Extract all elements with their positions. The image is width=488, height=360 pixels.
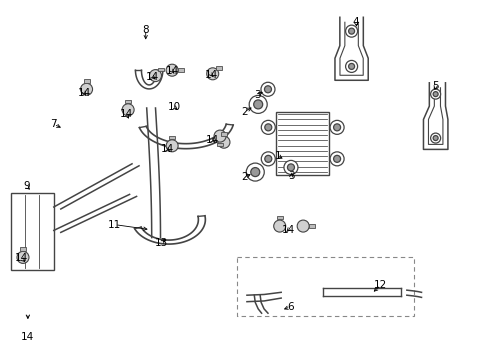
Circle shape (166, 64, 178, 76)
Text: 3: 3 (253, 90, 260, 100)
Circle shape (246, 163, 264, 181)
Circle shape (273, 220, 285, 232)
Text: 1: 1 (274, 150, 281, 161)
Circle shape (287, 164, 294, 171)
Text: 14: 14 (119, 109, 133, 119)
Text: 14: 14 (165, 66, 179, 76)
Circle shape (218, 136, 229, 148)
Circle shape (81, 83, 92, 95)
Circle shape (261, 152, 275, 166)
Bar (276, 112, 328, 175)
Circle shape (348, 28, 354, 34)
Text: 2: 2 (241, 172, 247, 183)
Text: 13: 13 (154, 238, 168, 248)
Bar (158, 68, 164, 72)
Circle shape (297, 220, 308, 232)
Bar (221, 132, 226, 136)
Circle shape (166, 140, 178, 152)
Bar (237, 257, 413, 316)
Bar (308, 224, 314, 228)
Text: 14: 14 (205, 135, 219, 145)
Circle shape (250, 167, 259, 176)
Circle shape (333, 124, 340, 131)
Circle shape (261, 82, 274, 96)
Bar (125, 100, 131, 103)
Circle shape (329, 152, 344, 166)
Text: 14: 14 (21, 332, 35, 342)
Circle shape (214, 130, 225, 142)
Circle shape (122, 104, 134, 116)
Circle shape (149, 69, 161, 82)
Text: 12: 12 (373, 280, 386, 290)
Text: 3: 3 (287, 171, 294, 181)
Text: 2: 2 (241, 107, 247, 117)
Circle shape (17, 251, 29, 264)
Text: 6: 6 (286, 302, 293, 312)
Bar (177, 68, 183, 72)
Circle shape (345, 60, 357, 72)
Circle shape (284, 161, 297, 174)
Bar (217, 143, 223, 146)
Text: 11: 11 (108, 220, 122, 230)
Circle shape (261, 120, 275, 134)
Circle shape (345, 25, 357, 37)
Text: 14: 14 (15, 253, 28, 264)
Text: 7: 7 (50, 119, 57, 129)
Bar (20, 247, 26, 251)
Text: 10: 10 (167, 102, 180, 112)
Text: 14: 14 (160, 144, 174, 154)
Circle shape (249, 95, 266, 113)
Circle shape (253, 100, 262, 109)
Circle shape (432, 92, 437, 96)
Circle shape (333, 156, 340, 162)
Text: 14: 14 (77, 87, 91, 98)
Bar (276, 216, 282, 220)
Text: 14: 14 (281, 225, 295, 235)
Text: 14: 14 (145, 72, 159, 82)
Text: 4: 4 (352, 17, 359, 27)
Circle shape (264, 86, 271, 93)
Bar (11, 193, 54, 270)
Text: 8: 8 (142, 24, 149, 35)
Circle shape (264, 156, 271, 162)
Text: 14: 14 (204, 69, 218, 80)
Bar (83, 79, 89, 83)
Circle shape (432, 136, 437, 140)
Circle shape (329, 120, 344, 134)
Circle shape (264, 124, 271, 131)
Circle shape (430, 89, 440, 99)
Bar (215, 66, 221, 70)
Text: 5: 5 (431, 81, 438, 91)
Text: 9: 9 (23, 181, 30, 192)
Circle shape (430, 133, 440, 143)
Bar (169, 136, 175, 139)
Circle shape (348, 63, 354, 69)
Circle shape (206, 68, 218, 80)
